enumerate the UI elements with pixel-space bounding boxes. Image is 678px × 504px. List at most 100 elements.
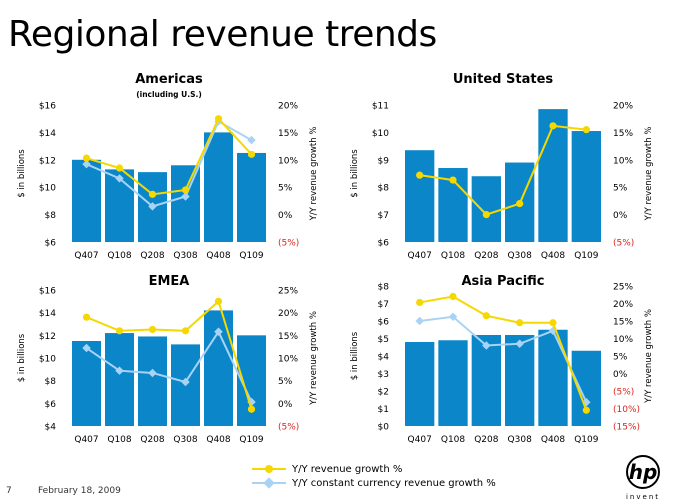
cc-growth-point bbox=[82, 159, 91, 169]
x-tick-label: Q408 bbox=[541, 251, 566, 261]
bar-q308 bbox=[171, 165, 200, 242]
y-tick-label: $6 bbox=[45, 400, 57, 410]
x-tick-label: Q408 bbox=[206, 251, 231, 261]
growth-point bbox=[416, 298, 424, 307]
y2-tick-label: 15% bbox=[613, 129, 633, 139]
y2-tick-label: 15% bbox=[613, 318, 633, 328]
growth-line bbox=[419, 124, 587, 216]
y-tick-label: $4 bbox=[45, 423, 57, 433]
growth-point bbox=[449, 292, 457, 301]
y2-tick-label: 20% bbox=[278, 309, 298, 319]
chart-title: EMEA bbox=[149, 274, 190, 289]
y-axis-label: $ in billions bbox=[350, 331, 360, 380]
growth-point bbox=[449, 176, 457, 184]
cc-growth-point bbox=[515, 339, 524, 348]
y2-tick-label: (5%) bbox=[278, 239, 299, 249]
growth-point bbox=[516, 319, 524, 327]
y-tick-label: $2 bbox=[378, 388, 389, 398]
y2-tick-label: 5% bbox=[278, 184, 293, 194]
chart-subtitle: (including U.S.) bbox=[136, 90, 202, 99]
y2-tick-label: 5% bbox=[278, 377, 293, 387]
cc-growth-point bbox=[247, 135, 256, 145]
cc-growth-point bbox=[415, 316, 424, 326]
bar-q408 bbox=[204, 132, 233, 242]
bar-q407 bbox=[72, 341, 101, 426]
y2-tick-label: (5%) bbox=[613, 239, 634, 249]
growth-point bbox=[416, 171, 424, 179]
legend-label-growth: Y/Y revenue growth % bbox=[292, 463, 403, 475]
x-tick-label: Q109 bbox=[239, 435, 264, 445]
legend-item-growth: Y/Y revenue growth % bbox=[252, 462, 496, 476]
x-tick-label: Q208 bbox=[140, 251, 165, 261]
chart-title: Americas bbox=[135, 72, 203, 87]
y2-tick-label: 10% bbox=[613, 335, 633, 345]
x-tick-label: Q109 bbox=[239, 251, 264, 261]
x-tick-label: Q108 bbox=[107, 435, 132, 445]
legend-label-cc-growth: Y/Y constant currency revenue growth % bbox=[292, 477, 496, 489]
growth-point bbox=[181, 327, 190, 335]
bar-q109 bbox=[571, 131, 601, 242]
x-tick-label: Q408 bbox=[541, 435, 566, 445]
y-tick-label: $8 bbox=[378, 283, 390, 293]
y2-tick-label: 0% bbox=[278, 400, 293, 410]
y2-tick-label: 0% bbox=[613, 370, 628, 380]
y-tick-label: $9 bbox=[378, 156, 390, 166]
y-tick-label: $10 bbox=[39, 355, 56, 365]
y-tick-label: $7 bbox=[378, 300, 389, 310]
x-tick-label: Q308 bbox=[508, 251, 533, 261]
y-tick-label: $8 bbox=[378, 184, 390, 194]
y2-tick-label: 5% bbox=[613, 353, 628, 363]
x-tick-label: Q407 bbox=[74, 435, 98, 445]
y-tick-label: $0 bbox=[378, 423, 390, 433]
y2-tick-label: 5% bbox=[613, 184, 628, 194]
growth-point bbox=[214, 115, 223, 123]
y2-axis-label: Y/Y revenue growth % bbox=[309, 311, 319, 406]
page-title: Regional revenue trends bbox=[8, 14, 437, 55]
bar-q408 bbox=[538, 329, 568, 426]
bar-q408 bbox=[538, 109, 568, 242]
bar-q208 bbox=[138, 336, 167, 426]
x-tick-label: Q308 bbox=[508, 435, 533, 445]
legend-growth-swatch bbox=[252, 465, 286, 473]
y2-tick-label: (15%) bbox=[613, 423, 640, 433]
y-tick-label: $10 bbox=[39, 184, 56, 194]
y-tick-label: $16 bbox=[39, 287, 56, 297]
x-tick-label: Q208 bbox=[140, 435, 165, 445]
x-tick-label: Q208 bbox=[474, 435, 499, 445]
y2-tick-label: 15% bbox=[278, 332, 298, 342]
growth-point bbox=[549, 319, 557, 327]
growth-point bbox=[582, 126, 590, 134]
x-tick-label: Q308 bbox=[173, 251, 198, 261]
growth-point bbox=[214, 297, 223, 305]
logo-text: hp bbox=[629, 460, 658, 484]
y-axis-label: $ in billions bbox=[17, 333, 27, 382]
y2-tick-label: 10% bbox=[278, 156, 298, 166]
y2-tick-label: 25% bbox=[278, 287, 298, 297]
y2-tick-label: (5%) bbox=[278, 423, 299, 433]
x-tick-label: Q408 bbox=[206, 435, 231, 445]
cc-growth-point bbox=[482, 341, 491, 350]
growth-point bbox=[115, 164, 124, 172]
y-tick-label: $11 bbox=[372, 102, 389, 112]
x-tick-label: Q407 bbox=[408, 251, 432, 261]
cc-growth-line bbox=[419, 315, 588, 403]
y-tick-label: $4 bbox=[378, 353, 390, 363]
chart-legend: Y/Y revenue growth % Y/Y constant curren… bbox=[252, 462, 496, 490]
footer-date: February 18, 2009 bbox=[38, 486, 121, 496]
growth-point bbox=[247, 405, 256, 413]
y-axis-label: $ in billions bbox=[17, 149, 27, 198]
x-tick-label: Q407 bbox=[74, 251, 98, 261]
y2-tick-label: 20% bbox=[613, 102, 633, 112]
bar-q208 bbox=[471, 335, 501, 426]
y-tick-label: $8 bbox=[45, 211, 57, 221]
y2-tick-label: 20% bbox=[613, 300, 633, 310]
y-tick-label: $6 bbox=[378, 239, 390, 249]
growth-point bbox=[482, 211, 490, 219]
legend-cc-growth-swatch bbox=[252, 477, 286, 489]
x-tick-label: Q108 bbox=[441, 251, 466, 261]
cc-growth-point bbox=[148, 202, 157, 211]
y2-axis-label: Y/Y revenue growth % bbox=[644, 309, 654, 404]
y-tick-label: $14 bbox=[39, 129, 56, 139]
growth-point bbox=[247, 150, 256, 158]
y2-tick-label: 0% bbox=[278, 211, 293, 221]
